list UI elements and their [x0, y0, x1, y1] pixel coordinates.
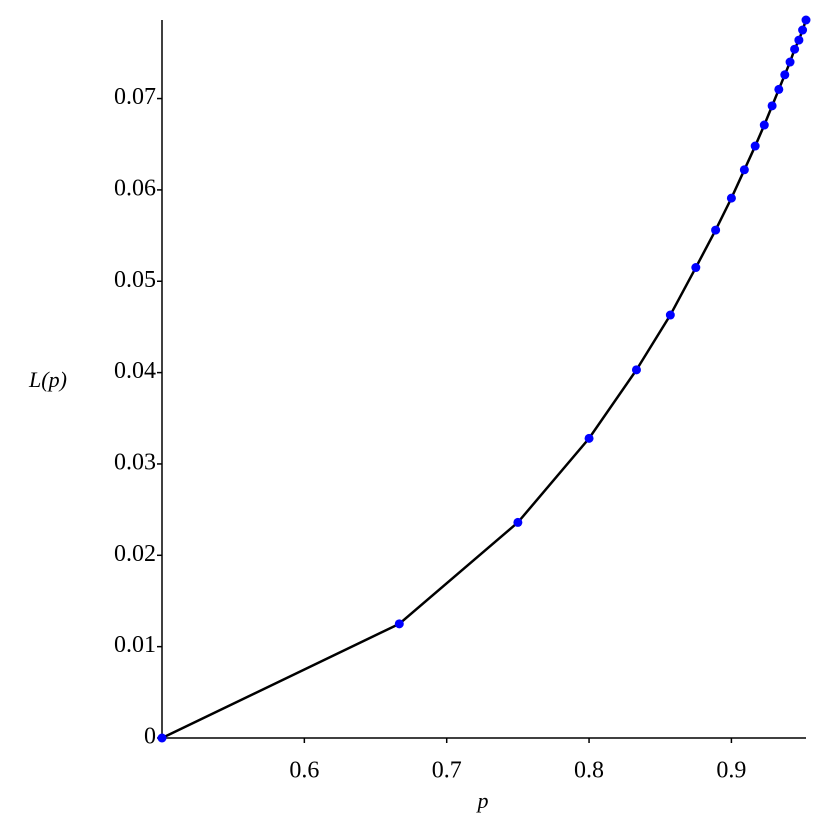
point: [584, 433, 594, 443]
point: [767, 101, 777, 111]
point: [691, 263, 701, 273]
x-tick-label: 0.9: [716, 758, 746, 784]
y-tick-label: 0.02: [114, 541, 156, 567]
line: [161, 19, 808, 740]
point: [774, 84, 784, 94]
point: [801, 15, 811, 25]
x-tick-label: 0.7: [432, 758, 462, 784]
point: [785, 57, 795, 67]
y-tick-label: 0.04: [114, 358, 156, 384]
point: [759, 120, 769, 130]
point: [711, 225, 721, 235]
point: [631, 365, 641, 375]
point: [794, 35, 804, 45]
point: [780, 70, 790, 80]
y-tick-label: 0.01: [114, 632, 156, 658]
point: [157, 733, 167, 743]
y-tick-label: 0.07: [114, 84, 156, 110]
point: [798, 25, 808, 35]
point: [750, 141, 760, 151]
y-tick-label: 0.06: [114, 175, 156, 201]
x-tick-label: 0.6: [289, 758, 319, 784]
point: [726, 193, 736, 203]
y-tick-label: 0.05: [114, 267, 156, 293]
y-tick-label: 0.03: [114, 449, 156, 475]
point: [513, 517, 523, 527]
x-axis-title: p: [476, 788, 489, 813]
point: [790, 44, 800, 54]
x-tick-label: 0.8: [574, 758, 604, 784]
y-tick-label: 0: [144, 724, 156, 750]
point: [394, 619, 404, 629]
point: [665, 310, 675, 320]
point: [739, 165, 749, 175]
y-axis-title: L(p): [28, 367, 67, 392]
